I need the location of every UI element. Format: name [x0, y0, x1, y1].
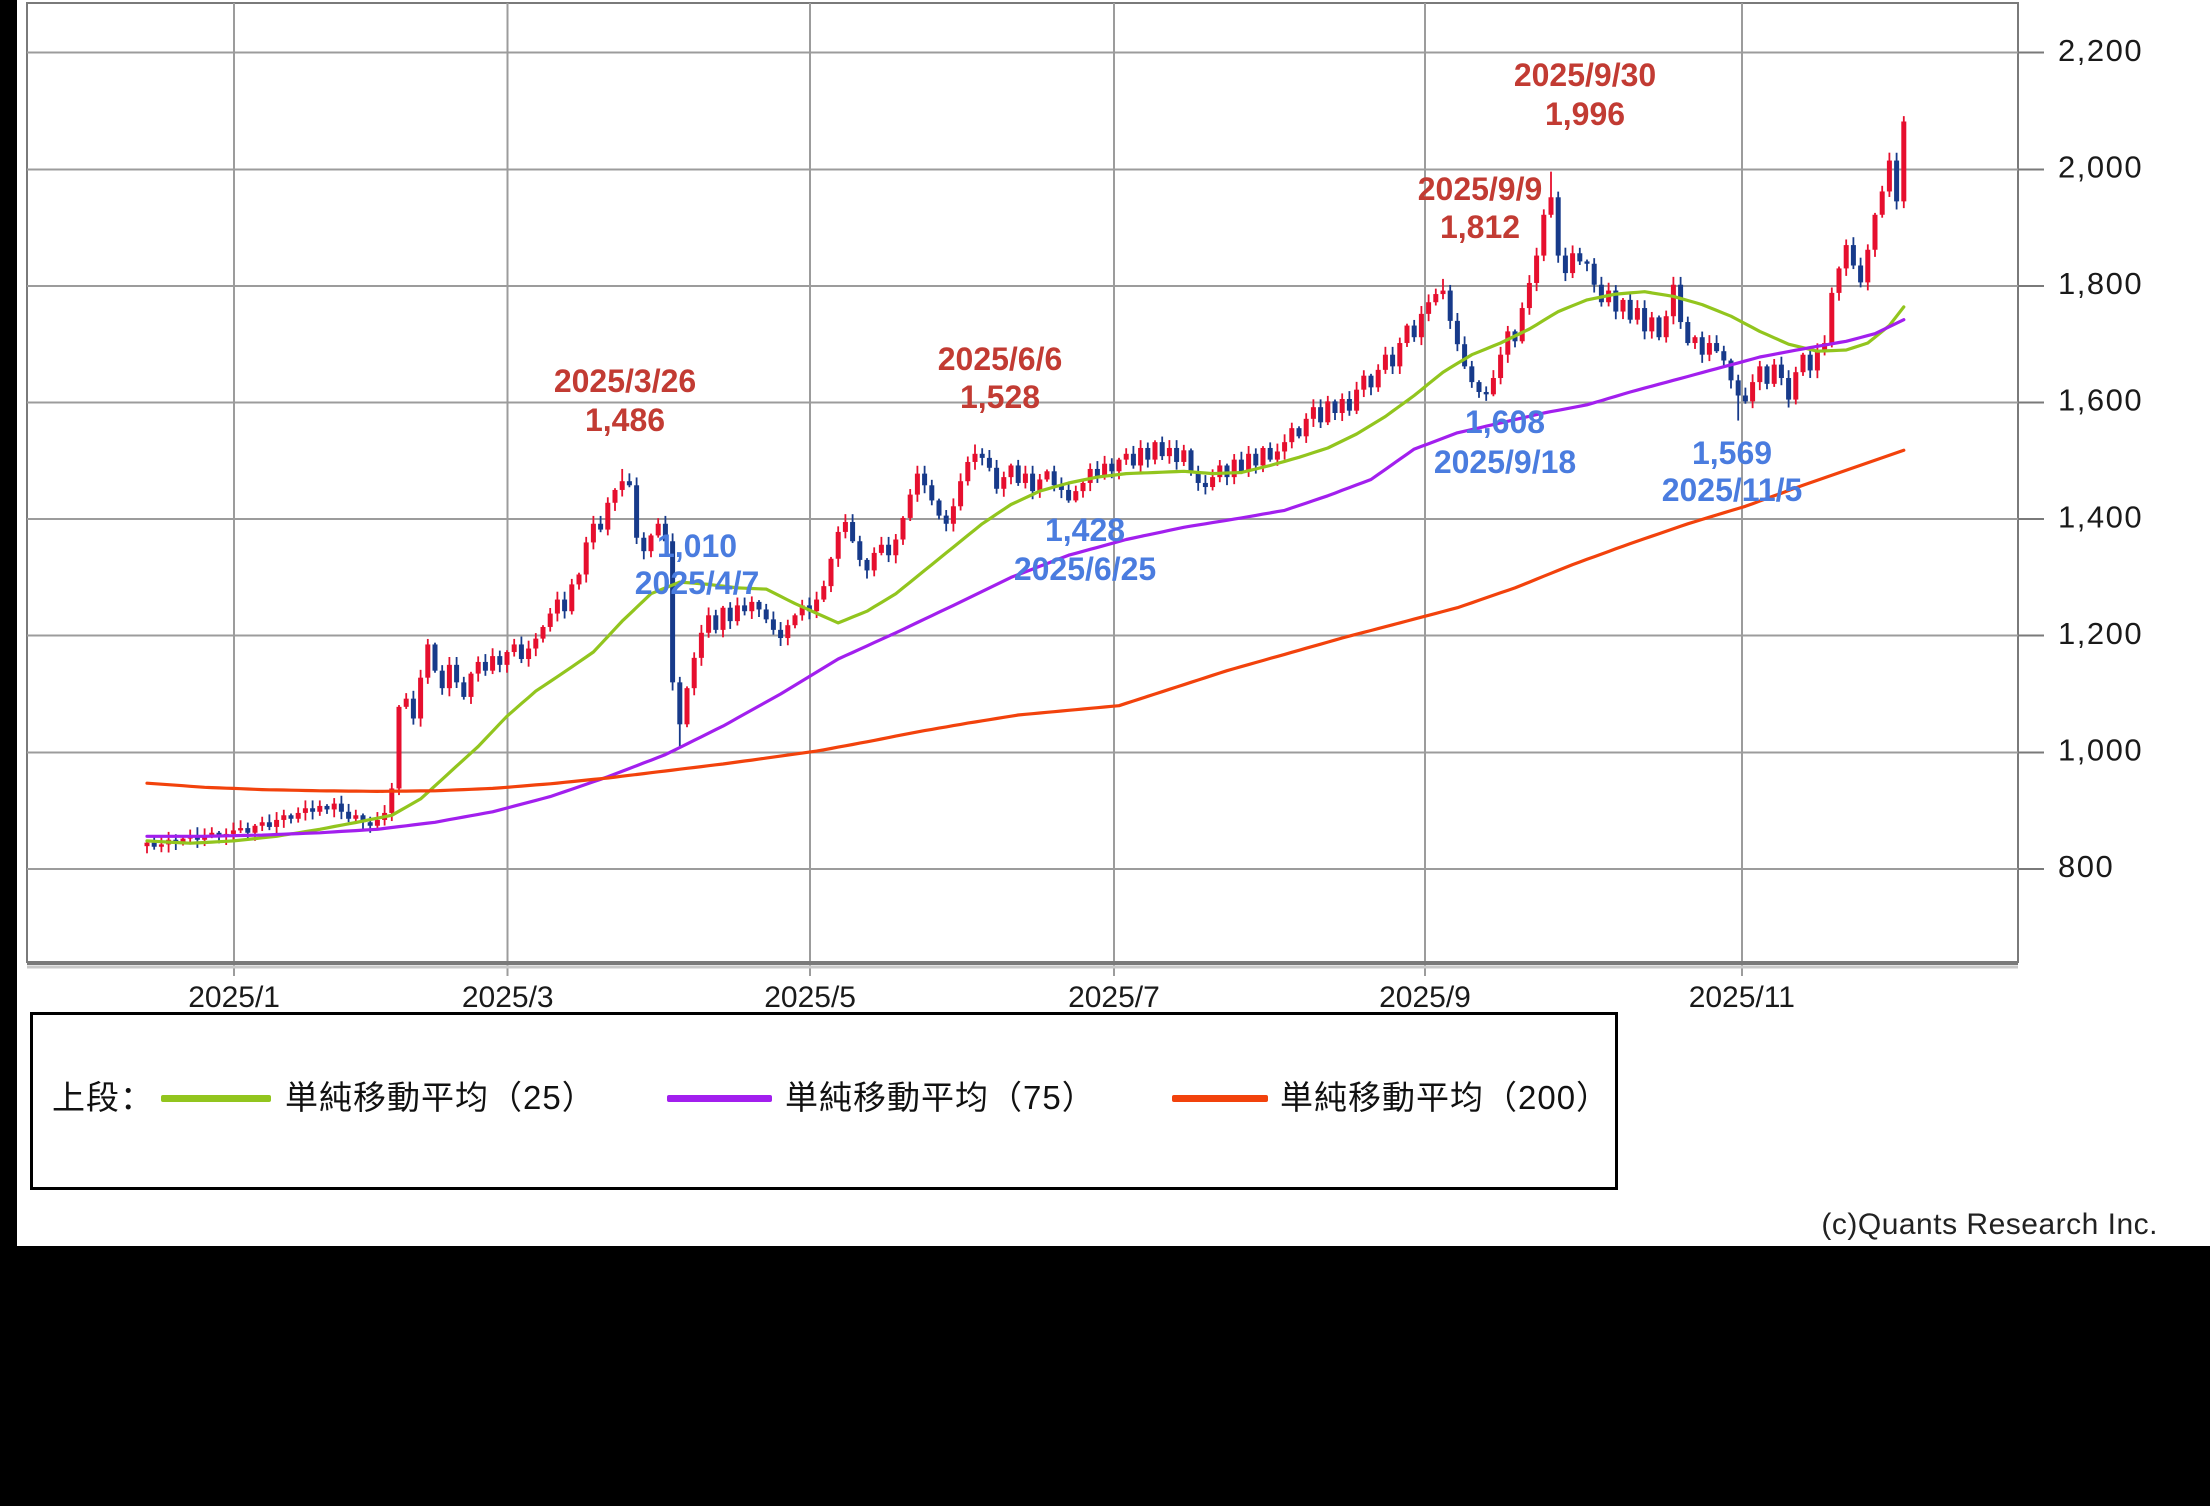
annotation-peak-line1: 2025/3/26 — [554, 363, 696, 399]
x-axis-labels: 2025/1 2025/3 2025/5 2025/7 2025/9 2025/11 — [188, 981, 1795, 1014]
sma75-label: 単純移動平均（75） — [785, 1079, 1096, 1116]
annotation-trough-line1: 1,608 — [1465, 404, 1545, 440]
ma-line-75 — [145, 318, 1906, 838]
y-axis-tick-label: 800 — [2058, 849, 2114, 884]
y-axis-tick-label: 1,400 — [2058, 499, 2143, 534]
legend-prefix-label: 上段： — [52, 1079, 154, 1116]
annotation-peak-line2: 1,486 — [585, 402, 665, 438]
x-axis-tick-label: 2025/5 — [764, 981, 856, 1014]
annotation-peak-line2: 1,996 — [1545, 96, 1625, 132]
annotation-trough-line2: 2025/11/5 — [1662, 472, 1803, 508]
ma-line-25 — [145, 290, 1906, 845]
annotations: 2025/3/261,486 2025/6/61,528 2025/9/91,812… — [554, 57, 1802, 601]
ma-line-200 — [145, 448, 1906, 794]
x-axis-tick-label: 2025/9 — [1379, 981, 1471, 1014]
annotation-trough-line2: 2025/9/18 — [1434, 444, 1576, 480]
annotation-trough-line1: 1,010 — [657, 528, 737, 564]
sma75-line-swatch — [667, 1095, 772, 1102]
sma25-line-swatch — [161, 1095, 271, 1102]
sma200-label: 単純移動平均（200） — [1280, 1079, 1611, 1116]
annotation-peak-line1: 2025/9/30 — [1514, 57, 1656, 93]
left-matte-bar — [0, 0, 17, 1246]
x-axis-tick-label: 2025/1 — [188, 981, 280, 1014]
y-axis-tick-label: 1,000 — [2058, 732, 2143, 767]
bottom-matte-bar — [0, 1246, 2210, 1506]
sma200-line-swatch — [1172, 1095, 1268, 1102]
annotation-peak-line1: 2025/9/9 — [1418, 171, 1543, 207]
y-axis-tick-label: 1,600 — [2058, 383, 2143, 418]
annotation-peak-line2: 1,812 — [1440, 209, 1520, 245]
grid-lines — [27, 3, 2018, 976]
y-axis-tick-label: 2,200 — [2058, 33, 2143, 68]
annotation-trough-line1: 1,569 — [1692, 435, 1772, 471]
y-axis-tick-label: 2,000 — [2058, 149, 2143, 184]
x-axis-tick-label: 2025/11 — [1689, 981, 1795, 1014]
x-axis-tick-label: 2025/7 — [1068, 981, 1160, 1014]
candlestick-series — [144, 116, 1907, 854]
sma25-label: 単純移動平均（25） — [285, 1079, 596, 1116]
y-axis-labels: 800 1,000 1,200 1,400 1,600 1,800 2,000 2,200 — [2018, 33, 2143, 884]
annotation-peak-line1: 2025/6/6 — [938, 341, 1063, 377]
y-axis-tick-label: 1,200 — [2058, 616, 2143, 651]
annotation-trough-line2: 2025/4/7 — [635, 565, 760, 601]
annotation-trough-line2: 2025/6/25 — [1014, 551, 1156, 587]
annotation-trough-line1: 1,428 — [1045, 512, 1125, 548]
copyright-text: (c)Quants Research Inc. — [1821, 1208, 2158, 1241]
ma-legend: 上段： 単純移動平均（25） 単純移動平均（75） 単純移動平均（200） — [30, 1012, 1618, 1190]
plot-frame — [26, 2, 2019, 963]
y-axis-tick-label: 1,800 — [2058, 266, 2143, 301]
x-axis-tick-label: 2025/3 — [462, 981, 554, 1014]
annotation-peak-line2: 1,528 — [960, 379, 1040, 415]
